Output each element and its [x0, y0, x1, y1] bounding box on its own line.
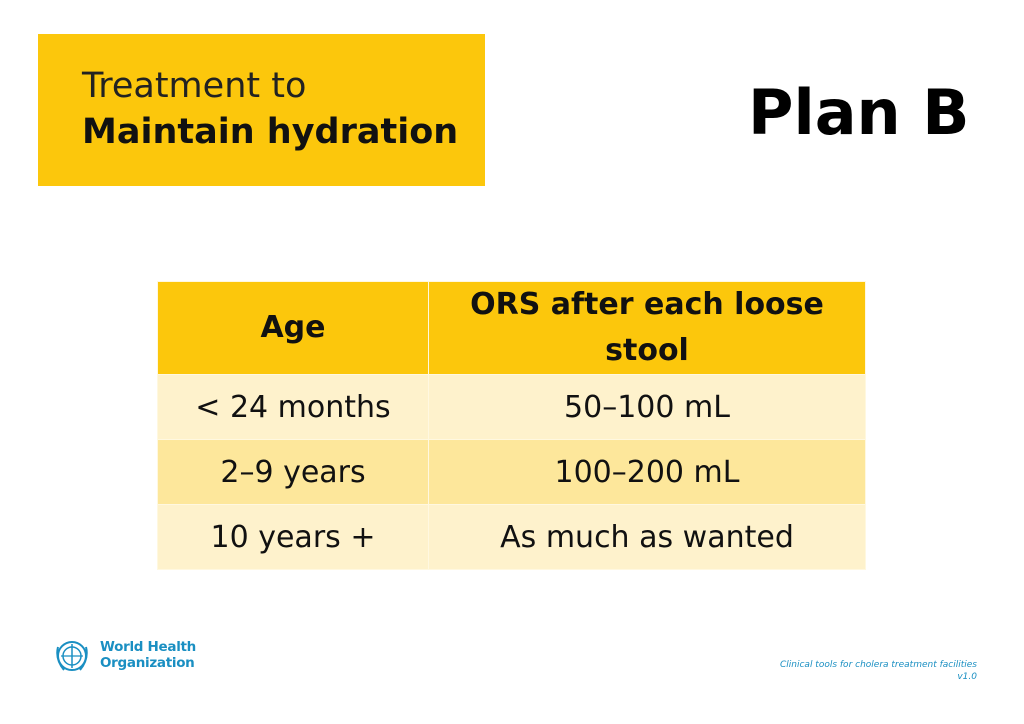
logo-text: World Health	[100, 639, 196, 655]
row: 10 years + As much as wanted	[157, 504, 866, 570]
footer-version: v1.0	[957, 672, 977, 682]
cell: 50–100 mL	[428, 374, 866, 440]
header-title: Maintain hydration	[82, 112, 459, 152]
plan-title: Plan B	[748, 76, 970, 149]
cell: < 24 months	[157, 374, 429, 440]
cell: 2–9 years	[157, 439, 429, 505]
column-header: Age	[157, 281, 429, 375]
column-header: ORS after each loose stool	[428, 281, 866, 375]
header-row: Age ORS after each loose stool	[157, 281, 866, 375]
cell: 100–200 mL	[428, 439, 866, 505]
who-emblem	[56, 641, 88, 671]
dose-table: Age ORS after each loose stool < 24 mont…	[157, 281, 866, 570]
row: < 24 months 50–100 mL	[157, 374, 866, 440]
cell: As much as wanted	[428, 504, 866, 570]
footer-note: Clinical tools for cholera treatment fac…	[779, 660, 977, 670]
header-line: Treatment to	[82, 66, 307, 106]
logo-text: Organization	[100, 655, 195, 671]
cell: 10 years +	[157, 504, 429, 570]
row: 2–9 years 100–200 mL	[157, 439, 866, 505]
header-box	[38, 34, 485, 186]
